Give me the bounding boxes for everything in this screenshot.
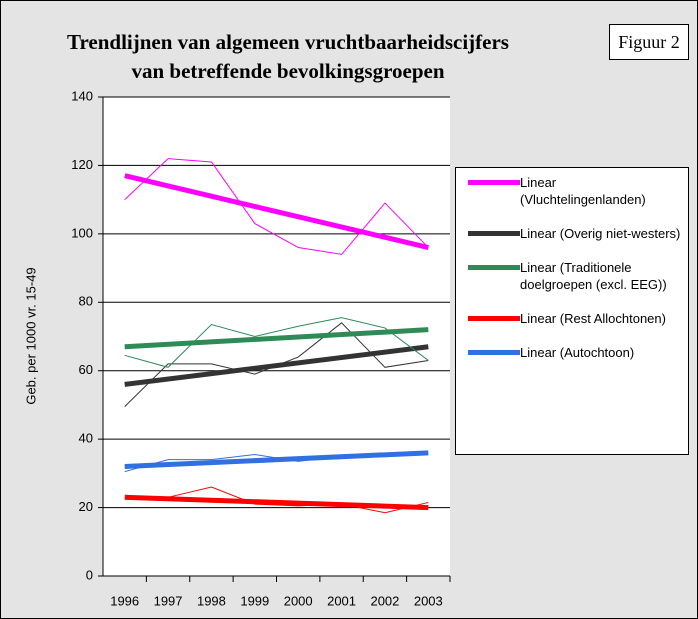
legend-swatch	[468, 316, 520, 321]
x-tick-label: 2000	[284, 593, 313, 608]
y-tick-label: 40	[79, 431, 93, 446]
legend-swatch	[468, 180, 520, 185]
legend-label: Linear (Autochtoon)	[520, 345, 635, 360]
legend-label: Linear (Vluchtelingenlanden)	[520, 175, 646, 207]
y-tick-label: 0	[86, 567, 93, 582]
figure-badge: Figuur 2	[609, 24, 689, 60]
trend-line	[124, 494, 429, 511]
legend-item: Linear (Rest Allochtonen)	[456, 310, 688, 327]
trend-line	[124, 344, 429, 387]
data-line	[124, 158, 429, 255]
legend: Linear (Vluchtelingenlanden) Linear (Over…	[455, 167, 689, 455]
y-tick-label: 140	[71, 88, 93, 103]
trend-line	[124, 173, 429, 250]
y-tick-label: 120	[71, 157, 93, 172]
data-line	[124, 486, 429, 514]
data-line	[124, 317, 429, 368]
legend-item: Linear (Overig niet-westers)	[456, 225, 688, 242]
x-tick-label: 1999	[240, 593, 269, 608]
legend-item: Linear (Traditionele doelgroepen (excl. …	[456, 259, 688, 293]
y-tick-label: 60	[79, 362, 93, 377]
legend-label: Linear (Traditionele doelgroepen (excl. …	[520, 260, 667, 292]
x-tick-label: 2001	[327, 593, 356, 608]
legend-swatch	[468, 265, 520, 270]
x-tick-label: 1996	[110, 593, 139, 608]
x-tick-label: 1997	[154, 593, 183, 608]
chart-title: Trendlijnen van algemeen vruchtbaarheids…	[67, 30, 509, 83]
x-tick-label: 2003	[414, 593, 443, 608]
legend-label: Linear (Overig niet-westers)	[520, 226, 681, 241]
legend-item: Linear (Vluchtelingenlanden)	[456, 174, 688, 208]
y-axis-label: Geb. per 1000 vr. 15-49	[23, 267, 38, 404]
y-tick-label: 20	[79, 499, 93, 514]
trend-line	[124, 450, 429, 470]
y-tick-label: 80	[79, 294, 93, 309]
legend-swatch	[468, 350, 520, 355]
legend-label: Linear (Rest Allochtonen)	[520, 311, 666, 326]
y-tick-label: 100	[71, 225, 93, 240]
x-tick-label: 1998	[197, 593, 226, 608]
x-tick-label: 2002	[370, 593, 399, 608]
trend-line	[124, 327, 429, 350]
legend-swatch	[468, 231, 520, 236]
legend-item: Linear (Autochtoon)	[456, 344, 688, 361]
